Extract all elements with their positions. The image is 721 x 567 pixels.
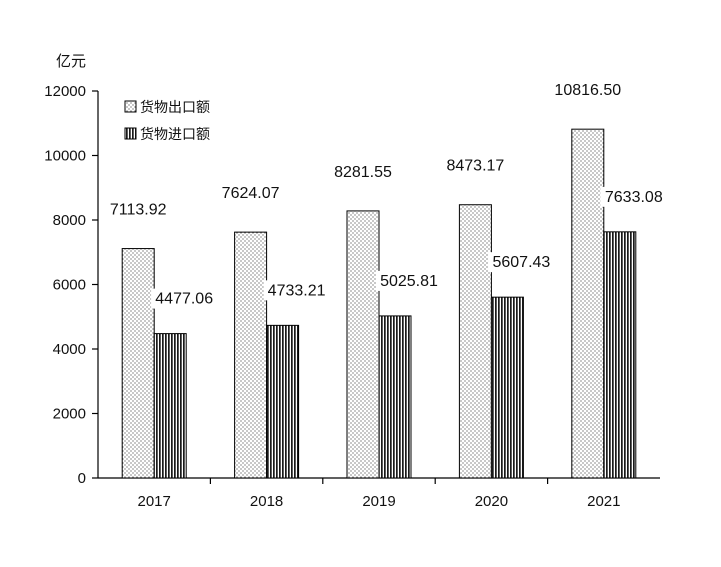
value-labels: 7113.92 4477.06 7624.07 4733.21 8281.55 5025.…	[105, 80, 667, 309]
value-label-bg	[442, 155, 509, 176]
value-label-bg	[375, 270, 443, 291]
value-label-bg	[105, 199, 172, 220]
value-label-export-2018: 7624.07	[222, 185, 280, 202]
value-label-import-2020: 5607.43	[492, 254, 550, 271]
x-tick-label: 2017	[138, 493, 171, 510]
y-tick-label: 4000	[53, 341, 86, 358]
bar-import-2019	[378, 315, 412, 479]
y-axis-ticks: 0 2000 4000 6000 8000 10000 12000	[44, 83, 98, 487]
bar-export-2017	[121, 248, 155, 479]
legend: 货物出口额 货物进口额	[124, 99, 210, 142]
bar-import-2017	[153, 333, 187, 479]
bar-export-2018	[234, 231, 268, 479]
bar-import-2021	[603, 231, 637, 479]
value-label-export-2020: 8473.17	[446, 158, 504, 175]
value-label-bg	[263, 280, 330, 301]
legend-swatch-import	[124, 127, 137, 140]
x-axis-ticks: 2017 2018 2019 2020 2021	[138, 478, 620, 510]
bar-import-2020	[490, 296, 524, 479]
y-tick-label: 8000	[53, 212, 86, 229]
x-tick-label: 2018	[250, 493, 283, 510]
value-label-import-2019: 5025.81	[380, 273, 438, 290]
bar-export-2019	[346, 210, 380, 479]
value-label-export-2021: 10816.50	[554, 82, 621, 99]
legend-swatch-export	[124, 100, 137, 113]
bar-export-2021	[571, 128, 605, 479]
y-tick-label: 6000	[53, 277, 86, 294]
bar-import-2018	[266, 324, 300, 479]
value-label-export-2017: 7113.92	[110, 202, 167, 219]
legend-label-export: 货物出口额	[140, 99, 210, 115]
value-label-bg	[151, 288, 218, 309]
x-tick-label: 2021	[587, 493, 620, 510]
y-tick-label: 2000	[53, 406, 86, 423]
bar-export-2020	[458, 204, 492, 479]
value-label-bg	[550, 80, 626, 101]
y-tick-label: 12000	[44, 83, 86, 100]
x-tick-label: 2020	[475, 493, 508, 510]
value-label-export-2019: 8281.55	[334, 164, 392, 181]
value-label-bg	[600, 186, 667, 207]
value-label-import-2018: 4733.21	[268, 282, 326, 299]
legend-label-import: 货物进口额	[140, 126, 210, 142]
y-tick-label: 10000	[44, 148, 86, 165]
bars	[121, 128, 637, 479]
y-axis-unit-label: 亿元	[56, 53, 86, 70]
value-label-import-2021: 7633.08	[605, 189, 663, 206]
x-tick-label: 2019	[362, 493, 395, 510]
value-label-bg	[329, 161, 397, 182]
value-label-bg	[217, 183, 284, 204]
value-label-bg	[488, 252, 555, 273]
value-label-import-2017: 4477.06	[155, 291, 213, 308]
y-tick-label: 0	[78, 470, 86, 487]
